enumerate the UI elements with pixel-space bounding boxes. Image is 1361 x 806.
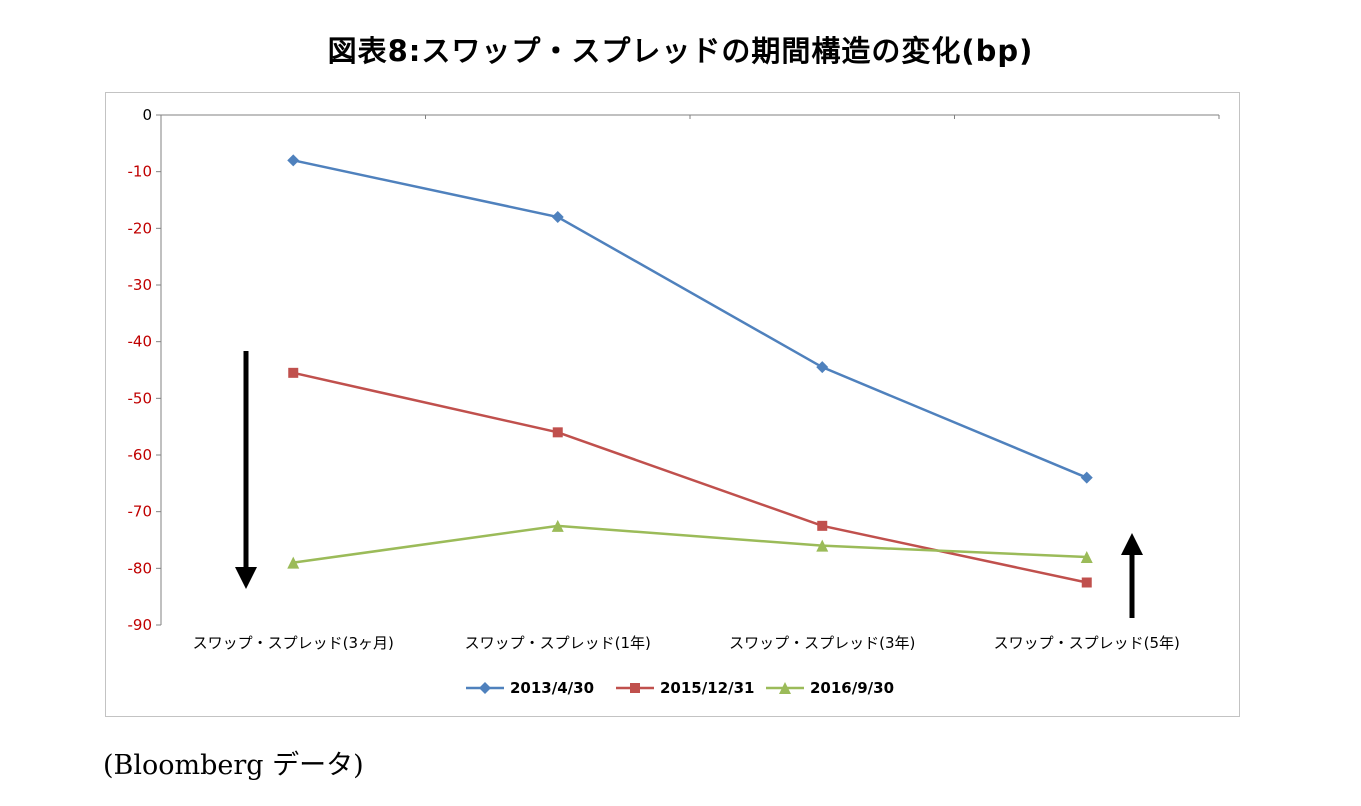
y-axis-label: 0 — [142, 106, 152, 124]
y-axis-label: -80 — [128, 559, 153, 577]
marker-square — [817, 520, 828, 531]
marker-square — [1081, 577, 1092, 588]
legend-label: 2015/12/31 — [660, 679, 754, 697]
arrow-head — [235, 567, 257, 589]
category-label: スワップ・スプレッド(1年) — [465, 634, 651, 652]
legend-label: 2016/9/30 — [810, 679, 894, 697]
marker-triangle — [779, 682, 791, 694]
chart-frame: 0 -10 -20 -30 -40 -50 -60 -70 -80 -90 スワップ・スプレッド(3… — [105, 92, 1240, 717]
marker-square — [552, 427, 563, 438]
page: 図表8:スワップ・スプレッドの期間構造の変化(bp) 0 -10 -20 -30 -40… — [0, 28, 1361, 782]
category-label: スワップ・スプレッド(3年) — [729, 634, 915, 652]
y-axis-label: -10 — [128, 163, 153, 181]
marker-diamond — [1080, 471, 1093, 484]
legend-label: 2013/4/30 — [510, 679, 594, 697]
series-line — [293, 524, 1087, 564]
marker-triangle — [816, 539, 829, 552]
series-2015-12-31 — [288, 367, 1092, 588]
legend-item: 2015/12/31 — [616, 679, 754, 697]
y-axis-label: -90 — [128, 616, 153, 634]
chart-title: 図表8:スワップ・スプレッドの期間構造の変化(bp) — [327, 34, 1034, 68]
series-line — [292, 159, 1088, 479]
legend-item: 2013/4/30 — [466, 679, 594, 697]
category-label: スワップ・スプレッド(5年) — [994, 634, 1180, 652]
marker-diamond — [816, 361, 829, 374]
legend-item: 2016/9/30 — [766, 679, 894, 697]
series-2013-4-30 — [287, 154, 1093, 484]
y-axis-label: -60 — [128, 446, 153, 464]
marker-triangle — [287, 556, 300, 569]
up-arrow — [1121, 533, 1143, 618]
series-line — [292, 371, 1088, 584]
marker-square — [630, 683, 640, 693]
y-axis-label: -70 — [128, 503, 153, 521]
marker-triangle — [1080, 551, 1093, 563]
y-axis-label: -30 — [128, 276, 153, 294]
marker-diamond — [287, 154, 300, 167]
marker-square — [288, 367, 299, 378]
marker-triangle — [551, 519, 564, 532]
marker-diamond — [551, 211, 564, 223]
category-label: スワップ・スプレッド(3ヶ月) — [193, 634, 394, 652]
source-caption: (Bloomberg データ) — [103, 750, 364, 781]
y-axis-label: -20 — [128, 219, 153, 237]
series-2016-9-30 — [287, 519, 1093, 569]
y-axis-label: -50 — [128, 389, 153, 407]
y-axis-label: -40 — [128, 333, 153, 351]
arrow-head — [1121, 533, 1143, 555]
down-arrow — [235, 351, 257, 589]
marker-diamond — [479, 682, 491, 694]
line-chart-canvas: 0 -10 -20 -30 -40 -50 -60 -70 -80 -90 スワップ・スプレッド(3… — [128, 106, 1220, 697]
